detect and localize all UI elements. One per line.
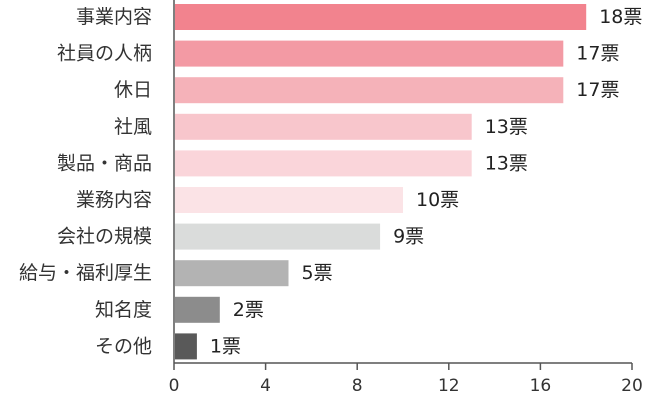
value-label-5: 13票 bbox=[485, 152, 528, 174]
category-label-7: 会社の規模 bbox=[57, 226, 152, 248]
category-label-5: 製品・商品 bbox=[57, 152, 152, 174]
bar-7 bbox=[175, 223, 381, 250]
x-tick-label-16: 16 bbox=[530, 376, 552, 396]
value-label-8: 5票 bbox=[302, 262, 333, 284]
value-label-10: 1票 bbox=[210, 335, 241, 357]
bars-group bbox=[175, 4, 587, 360]
category-label-1: 事業内容 bbox=[76, 6, 152, 28]
x-tick-label-4: 4 bbox=[260, 376, 271, 396]
value-label-7: 9票 bbox=[393, 226, 424, 248]
bar-6 bbox=[175, 187, 403, 213]
value-label-4: 13票 bbox=[485, 116, 528, 138]
x-axis: 0 4 8 12 16 20 bbox=[169, 0, 643, 396]
category-label-8: 給与・福利厚生 bbox=[19, 262, 152, 284]
bar-4 bbox=[175, 113, 472, 140]
category-label-2: 社員の人柄 bbox=[57, 43, 152, 65]
category-label-10: その他 bbox=[95, 335, 152, 357]
value-label-3: 17票 bbox=[576, 79, 619, 101]
category-label-9: 知名度 bbox=[95, 299, 152, 321]
bar-10 bbox=[175, 333, 197, 360]
value-label-9: 2票 bbox=[233, 299, 264, 321]
value-label-1: 18票 bbox=[599, 6, 642, 28]
category-label-4: 社風 bbox=[114, 116, 152, 138]
category-label-6: 業務内容 bbox=[76, 189, 152, 211]
x-tick-label-0: 0 bbox=[169, 376, 180, 396]
bar-8 bbox=[175, 260, 289, 287]
bar-2 bbox=[175, 40, 564, 67]
bar-3 bbox=[175, 77, 564, 104]
bar-9 bbox=[175, 296, 220, 323]
x-tick-label-12: 12 bbox=[438, 376, 460, 396]
bar-5 bbox=[175, 150, 472, 177]
bar-1 bbox=[175, 4, 587, 30]
category-label-3: 休日 bbox=[114, 79, 152, 101]
value-label-6: 10票 bbox=[416, 189, 459, 211]
x-tick-label-20: 20 bbox=[621, 376, 643, 396]
value-labels-group: 18票 17票 17票 13票 13票 10票 9票 5票 2票 1票 bbox=[210, 6, 642, 357]
value-label-2: 17票 bbox=[576, 43, 619, 65]
x-tick-label-8: 8 bbox=[352, 376, 363, 396]
